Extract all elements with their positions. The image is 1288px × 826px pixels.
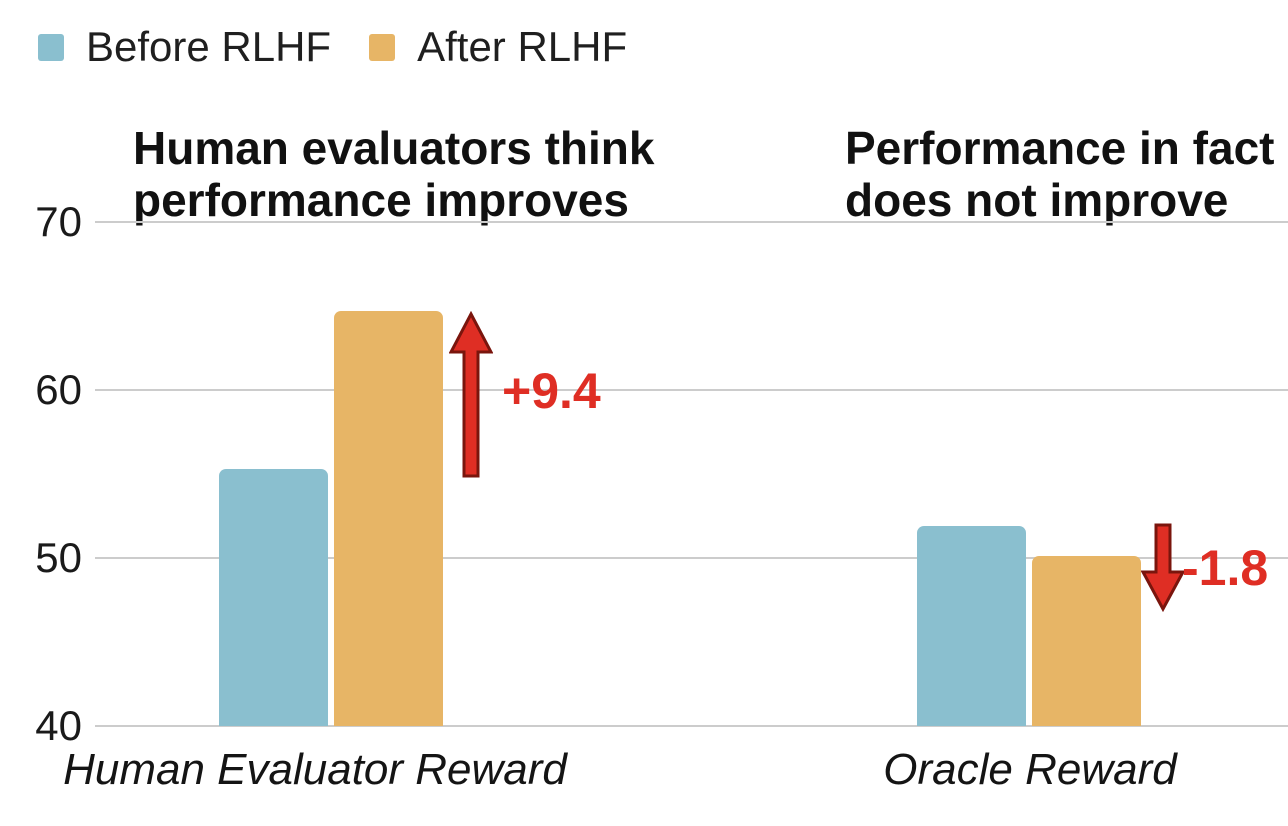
legend-item-before-rlhf: Before RLHF bbox=[38, 26, 331, 68]
legend-label: After RLHF bbox=[417, 23, 628, 70]
right-annotation-line1: Performance in fact bbox=[845, 122, 1275, 174]
legend-item-after-rlhf: After RLHF bbox=[369, 26, 627, 68]
bar-before-rlhf-oracle-reward bbox=[917, 526, 1026, 726]
left-annotation-title: Human evaluators think performance impro… bbox=[133, 122, 654, 226]
x-category-oracle-reward: Oracle Reward bbox=[883, 745, 1177, 794]
bar-after-rlhf-human-evaluator-reward bbox=[334, 311, 443, 726]
y-tick-label-60: 60 bbox=[35, 366, 82, 413]
delta-label-increase: +9.4 bbox=[502, 363, 601, 419]
after-rlhf-swatch-icon bbox=[369, 33, 396, 61]
y-tick-label-40: 40 bbox=[35, 702, 82, 749]
decrease-arrow-icon bbox=[1141, 523, 1185, 612]
legend: Before RLHF After RLHF bbox=[38, 26, 627, 68]
gridline-60 bbox=[95, 389, 1288, 391]
y-tick-label-50: 50 bbox=[35, 534, 82, 581]
left-annotation-line1: Human evaluators think bbox=[133, 122, 655, 174]
gridline-50 bbox=[95, 557, 1288, 559]
bar-before-rlhf-human-evaluator-reward bbox=[219, 468, 328, 726]
increase-arrow-icon bbox=[449, 311, 493, 478]
before-rlhf-swatch-icon bbox=[38, 33, 64, 61]
bar-after-rlhf-oracle-reward bbox=[1032, 556, 1141, 726]
y-tick-label-70: 70 bbox=[35, 198, 82, 245]
gridline-40 bbox=[95, 725, 1288, 727]
x-category-human-evaluator-reward: Human Evaluator Reward bbox=[63, 745, 567, 794]
right-annotation-title: Performance in fact does not improve bbox=[845, 122, 1274, 226]
left-annotation-line2: performance improves bbox=[133, 174, 629, 226]
gridline-70 bbox=[95, 221, 1288, 223]
delta-label-decrease: -1.8 bbox=[1182, 540, 1269, 596]
legend-label: Before RLHF bbox=[86, 23, 332, 70]
right-annotation-line2: does not improve bbox=[845, 174, 1229, 226]
